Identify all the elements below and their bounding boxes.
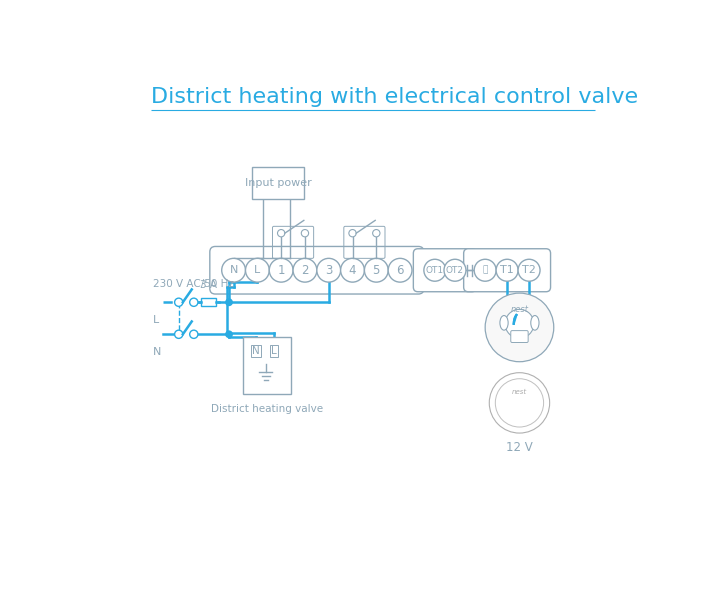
Text: 4: 4 xyxy=(349,264,356,277)
Text: ⏚: ⏚ xyxy=(483,266,488,275)
FancyBboxPatch shape xyxy=(201,298,215,307)
Text: nest: nest xyxy=(512,389,527,396)
Text: L: L xyxy=(153,315,159,325)
Circle shape xyxy=(518,259,540,281)
Circle shape xyxy=(485,293,554,362)
Ellipse shape xyxy=(500,315,508,330)
Circle shape xyxy=(226,331,232,337)
Text: 6: 6 xyxy=(396,264,404,277)
Circle shape xyxy=(301,229,309,237)
Text: T1: T1 xyxy=(500,266,514,275)
Text: T2: T2 xyxy=(522,266,536,275)
Circle shape xyxy=(365,258,388,282)
Text: L: L xyxy=(254,266,261,275)
Text: OT2: OT2 xyxy=(446,266,464,275)
Circle shape xyxy=(496,259,518,281)
Circle shape xyxy=(222,258,245,282)
Circle shape xyxy=(190,298,198,307)
Text: OT1: OT1 xyxy=(426,266,444,275)
Circle shape xyxy=(424,259,446,281)
Text: 230 V AC/50 Hz: 230 V AC/50 Hz xyxy=(153,279,234,289)
Circle shape xyxy=(293,258,317,282)
Circle shape xyxy=(245,258,269,282)
Circle shape xyxy=(190,330,198,339)
Circle shape xyxy=(317,258,341,282)
Text: District heating with electrical control valve: District heating with electrical control… xyxy=(151,87,638,108)
Text: 2: 2 xyxy=(301,264,309,277)
Circle shape xyxy=(489,372,550,433)
FancyBboxPatch shape xyxy=(242,337,290,394)
Circle shape xyxy=(175,298,183,307)
Text: N: N xyxy=(253,346,260,356)
Text: District heating valve: District heating valve xyxy=(210,404,323,414)
Text: N: N xyxy=(229,266,238,275)
FancyBboxPatch shape xyxy=(252,168,304,200)
Circle shape xyxy=(373,229,380,237)
Text: 1: 1 xyxy=(277,264,285,277)
Circle shape xyxy=(175,330,183,339)
Text: 12 V: 12 V xyxy=(506,441,533,454)
FancyBboxPatch shape xyxy=(210,247,424,294)
Text: N: N xyxy=(153,347,161,356)
Circle shape xyxy=(444,259,466,281)
Circle shape xyxy=(277,229,285,237)
Text: nest: nest xyxy=(510,305,529,314)
Text: 5: 5 xyxy=(373,264,380,277)
Text: L: L xyxy=(271,346,277,356)
Circle shape xyxy=(495,379,544,427)
FancyBboxPatch shape xyxy=(511,331,528,343)
Circle shape xyxy=(505,309,534,338)
FancyBboxPatch shape xyxy=(464,249,550,292)
Circle shape xyxy=(474,259,496,281)
Circle shape xyxy=(388,258,412,282)
Circle shape xyxy=(349,229,356,237)
Text: Input power: Input power xyxy=(245,178,312,188)
Text: 3 A: 3 A xyxy=(200,280,217,290)
Ellipse shape xyxy=(531,315,539,330)
Circle shape xyxy=(269,258,293,282)
Text: 3: 3 xyxy=(325,264,333,277)
Circle shape xyxy=(341,258,365,282)
Circle shape xyxy=(226,299,232,305)
FancyBboxPatch shape xyxy=(414,249,476,292)
